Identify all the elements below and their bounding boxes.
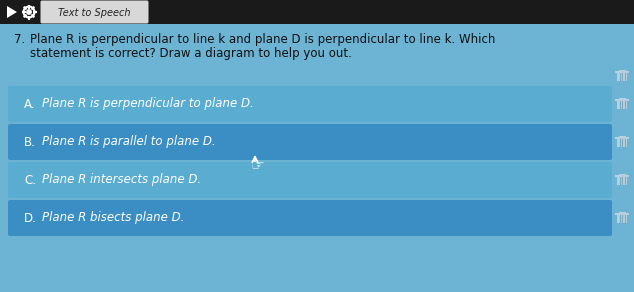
Text: D.: D. — [24, 211, 37, 225]
Text: ☞: ☞ — [250, 159, 264, 173]
FancyBboxPatch shape — [617, 214, 627, 223]
Polygon shape — [7, 6, 17, 18]
Text: A.: A. — [24, 98, 36, 110]
Text: B.: B. — [24, 135, 36, 149]
Circle shape — [27, 10, 31, 14]
Text: Text to Speech: Text to Speech — [58, 8, 131, 18]
Text: Plane R is parallel to plane D.: Plane R is parallel to plane D. — [42, 135, 216, 149]
Text: 7.: 7. — [14, 33, 25, 46]
Text: Plane R is perpendicular to line k and plane D is perpendicular to line k. Which: Plane R is perpendicular to line k and p… — [30, 33, 495, 46]
FancyBboxPatch shape — [617, 176, 627, 185]
FancyBboxPatch shape — [8, 200, 612, 236]
FancyBboxPatch shape — [617, 100, 627, 109]
FancyBboxPatch shape — [8, 124, 612, 160]
FancyBboxPatch shape — [617, 72, 627, 81]
Text: Plane R is perpendicular to plane D.: Plane R is perpendicular to plane D. — [42, 98, 254, 110]
FancyBboxPatch shape — [0, 0, 634, 24]
FancyBboxPatch shape — [8, 162, 612, 198]
Text: Plane R bisects plane D.: Plane R bisects plane D. — [42, 211, 184, 225]
Text: Plane R intersects plane D.: Plane R intersects plane D. — [42, 173, 201, 187]
Text: statement is correct? Draw a diagram to help you out.: statement is correct? Draw a diagram to … — [30, 47, 352, 60]
FancyBboxPatch shape — [617, 138, 627, 147]
Text: C.: C. — [24, 173, 36, 187]
FancyBboxPatch shape — [41, 1, 148, 23]
FancyBboxPatch shape — [8, 86, 612, 122]
